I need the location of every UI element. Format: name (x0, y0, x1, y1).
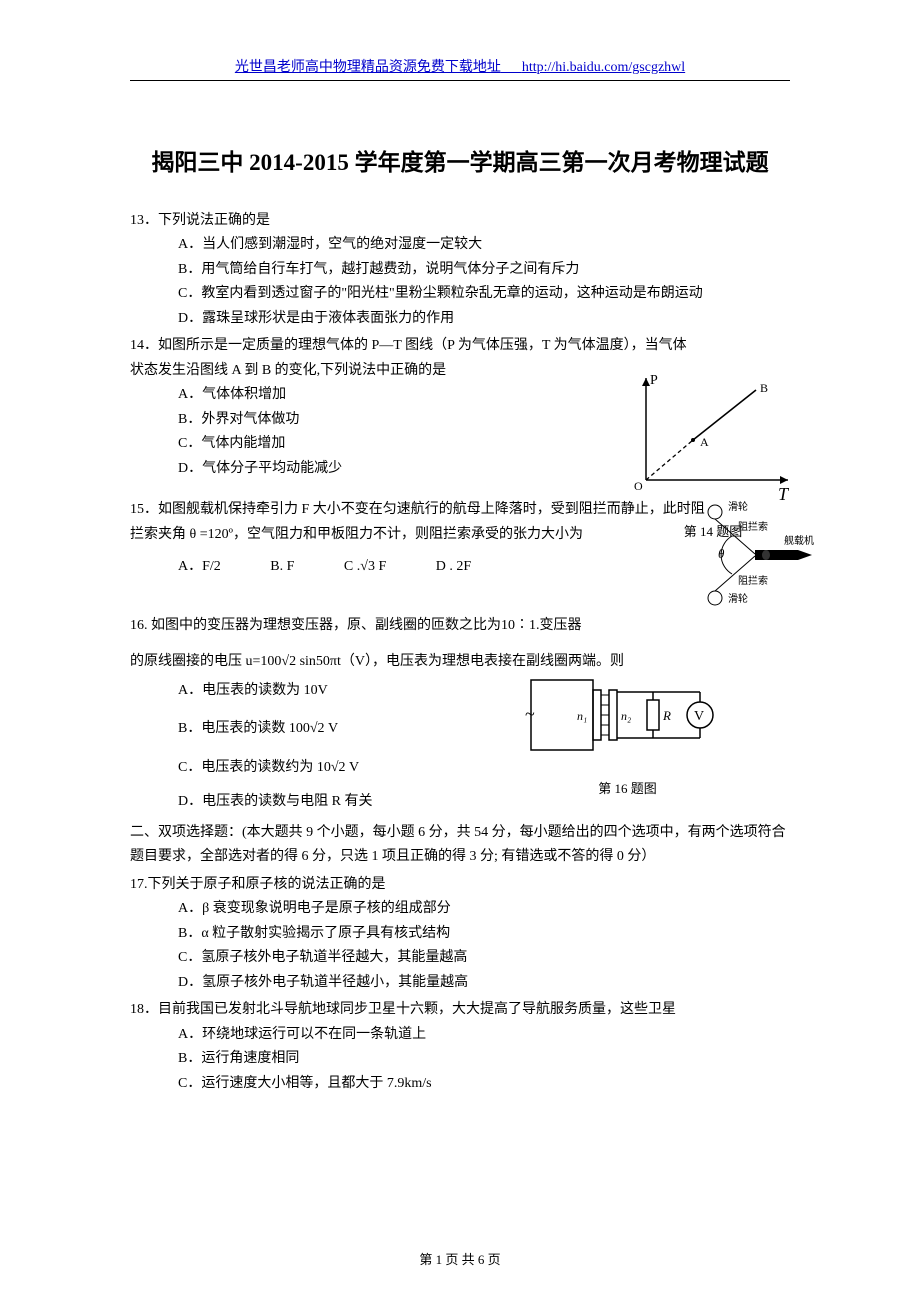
svg-text:R: R (662, 708, 671, 723)
question-18: 18．目前我国已发射北斗导航地球同步卫星十六颗，大大提高了导航服务质量，这些卫星… (130, 998, 790, 1096)
q17-stem: 17.下列关于原子和原子核的说法正确的是 (130, 873, 790, 898)
q15-opt-c: C .√3 F (344, 555, 386, 580)
header-right[interactable]: http://hi.baidu.com/gscgzhwl (522, 60, 685, 75)
svg-text:~: ~ (525, 704, 535, 724)
q13-opt-b: B．用气筒给自行车打气，越打越费劲，说明气体分子之间有斥力 (178, 258, 790, 283)
figure-pt-graph: A B O P T 第 14 题图 (628, 372, 798, 507)
q13-stem: 13．下列说法正确的是 (130, 209, 790, 234)
q13-opt-a: A．当人们感到潮湿时，空气的绝对湿度一定较大 (178, 233, 790, 258)
q16-caption: 第 16 题图 (525, 778, 730, 801)
q18-opt-c: C．运行速度大小相等，且都大于 7.9km/s (178, 1072, 790, 1097)
svg-text:O: O (634, 479, 643, 493)
svg-text:V: V (694, 709, 704, 724)
q18-opt-a: A．环绕地球运行可以不在同一条轨道上 (178, 1023, 790, 1048)
q18-opt-b: B．运行角速度相同 (178, 1047, 790, 1072)
section-2-heading: 二、双项选择题：(本大题共 9 个小题，每小题 6 分，共 54 分，每小题给出… (130, 821, 790, 870)
svg-text:滑轮: 滑轮 (728, 592, 748, 605)
question-13: 13．下列说法正确的是 A．当人们感到潮湿时，空气的绝对湿度一定较大 B．用气筒… (130, 209, 790, 332)
svg-text:θ: θ (718, 546, 725, 561)
q14-stem1: 14．如图所示是一定质量的理想气体的 P—T 图线（P 为气体压强，T 为气体温… (130, 334, 790, 359)
header-left: 光世昌老师高中物理精品资源免费下载地址 (235, 60, 501, 75)
svg-text:阻拦索: 阻拦索 (738, 520, 768, 533)
svg-text:n₂: n₂ (621, 709, 631, 723)
svg-text:B: B (760, 381, 768, 395)
q15-opt-a: A．F/2 (178, 555, 221, 580)
svg-text:舰载机: 舰载机 (784, 534, 814, 547)
q17-opt-d: D．氢原子核外电子轨道半径越小，其能量越高 (178, 971, 790, 996)
q13-opt-d: D．露珠呈球形状是由于液体表面张力的作用 (178, 307, 790, 332)
q17-opt-a: A．β 衰变现象说明电子是原子核的组成部分 (178, 897, 790, 922)
question-17: 17.下列关于原子和原子核的说法正确的是 A．β 衰变现象说明电子是原子核的组成… (130, 873, 790, 996)
q16-stem1: 16. 如图中的变压器为理想变压器，原、副线圈的匝数之比为10∶1.变压器 (130, 614, 790, 639)
q15-opt-b: B. F (270, 555, 294, 580)
q17-opt-c: C．氢原子核外电子轨道半径越大，其能量越高 (178, 946, 790, 971)
svg-text:阻拦索: 阻拦索 (738, 574, 768, 587)
q17-opt-b: B．α 粒子散射实验揭示了原子具有核式结构 (178, 922, 790, 947)
svg-text:n₁: n₁ (577, 709, 587, 723)
page-footer: 第 1 页 共 6 页 (0, 1249, 920, 1268)
q13-opt-c: C．教室内看到透过窗子的"阳光柱"里粉尘颗粒杂乱无章的运动，这种运动是布朗运动 (178, 282, 790, 307)
figure-transformer: ~ n₁ n₂ R V 第 16 题图 (525, 670, 730, 785)
svg-text:滑轮: 滑轮 (728, 500, 748, 513)
header-rule (130, 80, 790, 81)
q18-stem: 18．目前我国已发射北斗导航地球同步卫星十六颗，大大提高了导航服务质量，这些卫星 (130, 998, 790, 1023)
svg-text:P: P (650, 373, 658, 388)
question-16: 16. 如图中的变压器为理想变压器，原、副线圈的匝数之比为10∶1.变压器 的原… (130, 614, 790, 815)
page-title: 揭阳三中 2014-2015 学年度第一学期高三第一次月考物理试题 (130, 141, 790, 185)
svg-text:A: A (700, 435, 709, 449)
figure-ship: θ 滑轮 滑轮 阻拦索 阻拦索 舰载机 (680, 500, 825, 610)
q15-opt-d: D . 2F (436, 555, 471, 580)
header-link-row: 光世昌老师高中物理精品资源免费下载地址 http://hi.baidu.com/… (130, 56, 790, 76)
question-14: 14．如图所示是一定质量的理想气体的 P—T 图线（P 为气体压强，T 为气体温… (130, 334, 790, 481)
question-15: 15．如图舰载机保持牵引力 F 大小不变在匀速航行的航母上降落时，受到阻拦而静止… (130, 498, 790, 580)
